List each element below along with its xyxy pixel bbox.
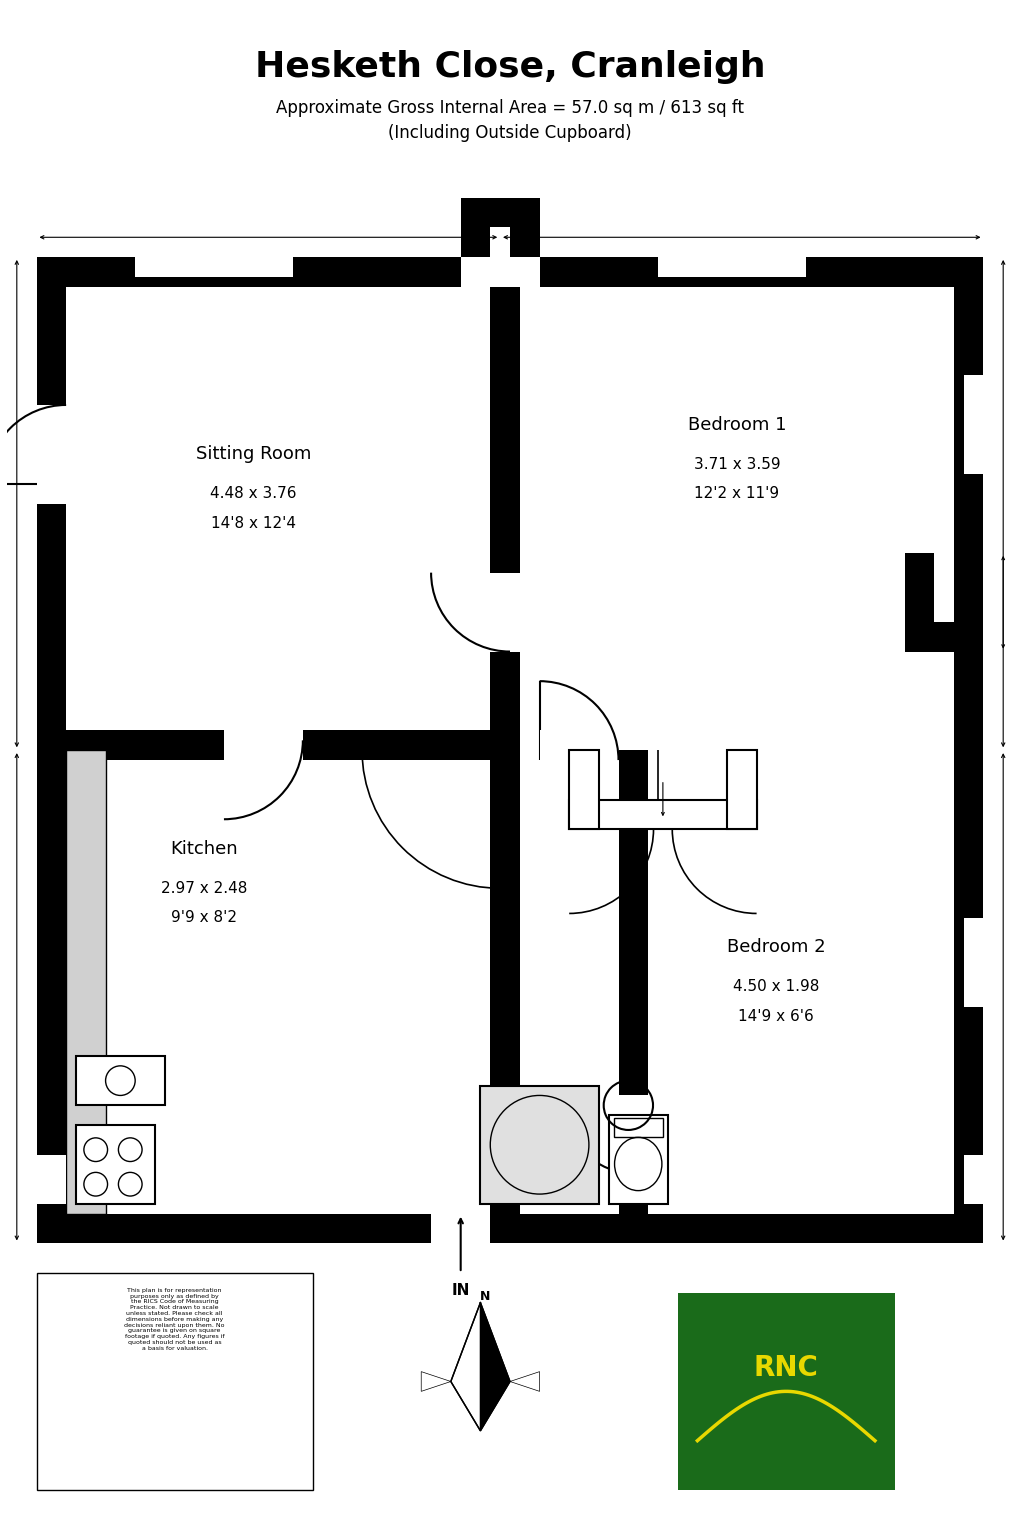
Text: Bedroom 2: Bedroom 2 (727, 938, 824, 956)
Text: 14'8 x 12'4: 14'8 x 12'4 (211, 516, 296, 531)
Polygon shape (450, 1302, 480, 1431)
Bar (490, 257, 520, 750)
Bar (510, 228, 539, 286)
Bar (461, 257, 539, 286)
Text: 3.71 x 3.59: 3.71 x 3.59 (693, 456, 780, 471)
Bar (963, 918, 993, 1007)
Text: 12'2 x 11'9: 12'2 x 11'9 (694, 487, 779, 502)
Text: 2.97 x 2.48: 2.97 x 2.48 (161, 881, 248, 895)
Bar (37, 730, 499, 760)
Bar (490, 257, 510, 286)
Bar (66, 750, 106, 1213)
Polygon shape (480, 1302, 510, 1431)
Bar (76, 1056, 165, 1105)
Text: 14'9 x 6'6: 14'9 x 6'6 (738, 1008, 813, 1024)
Bar (963, 1155, 993, 1204)
Bar (677, 1293, 894, 1490)
Bar (37, 405, 66, 483)
Polygon shape (510, 1371, 539, 1391)
Bar (224, 730, 303, 760)
Bar (461, 197, 539, 228)
Text: This plan is for representation
purposes only as defined by
the RICS Code of Mea: This plan is for representation purposes… (124, 1288, 224, 1351)
Text: (Including Outside Cupboard): (Including Outside Cupboard) (388, 124, 631, 142)
Polygon shape (421, 1371, 450, 1391)
Text: 4.50 x 1.98: 4.50 x 1.98 (733, 979, 818, 995)
Bar (37, 1213, 982, 1244)
Bar (37, 257, 66, 1244)
Text: N: N (480, 1290, 490, 1302)
Bar (933, 552, 953, 623)
Text: 4.48 x 3.76: 4.48 x 3.76 (210, 487, 297, 502)
Bar (613, 1118, 662, 1137)
Bar (66, 286, 953, 1213)
Bar (431, 1213, 490, 1244)
Bar (37, 1155, 66, 1204)
Bar (461, 228, 490, 286)
Text: Bedroom 1: Bedroom 1 (687, 416, 786, 433)
Bar (608, 1115, 667, 1204)
Bar (657, 248, 805, 277)
Bar (37, 257, 982, 286)
Bar (490, 750, 520, 1244)
Bar (37, 405, 66, 503)
Bar (904, 552, 953, 652)
Bar (727, 750, 756, 829)
Text: Sitting Room: Sitting Room (196, 445, 311, 464)
Bar (569, 750, 598, 829)
Text: Kitchen: Kitchen (170, 840, 237, 858)
Bar (490, 572, 520, 652)
Bar (136, 248, 292, 277)
Bar (963, 375, 993, 474)
Bar (569, 800, 756, 829)
Bar (953, 257, 982, 1244)
Bar (618, 750, 647, 1244)
Bar (480, 1086, 598, 1204)
Bar (539, 730, 618, 760)
Bar (76, 1125, 155, 1204)
Text: 9'9 x 8'2: 9'9 x 8'2 (171, 910, 237, 926)
Bar (37, 1273, 313, 1490)
Text: Approximate Gross Internal Area = 57.0 sq m / 613 sq ft: Approximate Gross Internal Area = 57.0 s… (276, 99, 743, 118)
Text: Hesketh Close, Cranleigh: Hesketh Close, Cranleigh (255, 50, 764, 84)
Text: IN: IN (451, 1282, 470, 1297)
Bar (618, 1095, 647, 1175)
Text: RNC: RNC (753, 1354, 818, 1382)
